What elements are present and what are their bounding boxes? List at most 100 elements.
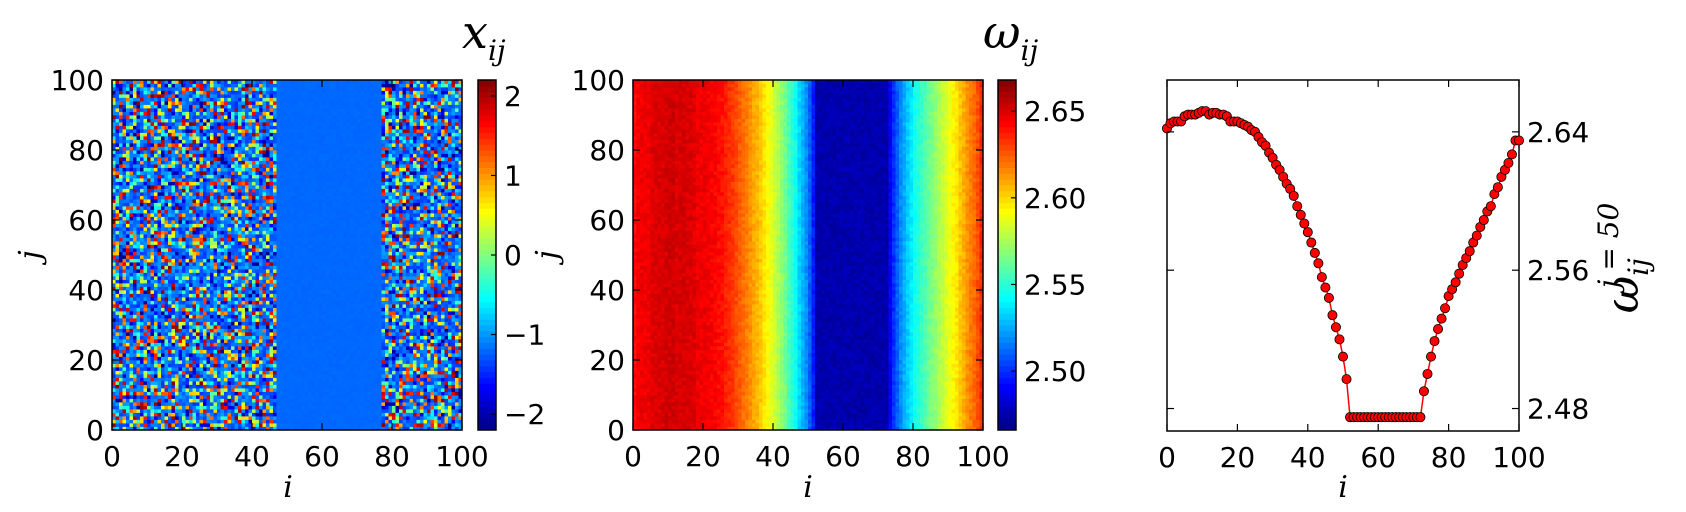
heatmap-cell (126, 297, 130, 301)
heatmap-cell (140, 395, 144, 399)
heatmap-cell (280, 283, 284, 287)
heatmap-cell (150, 297, 155, 301)
heatmap-cell (136, 398, 141, 403)
heatmap-cell (217, 237, 221, 242)
heatmap-cell (129, 115, 134, 119)
heatmap-cell (171, 370, 176, 375)
heatmap-cell (185, 391, 190, 396)
heatmap-cell (133, 314, 137, 319)
heatmap-cell (140, 276, 144, 280)
heatmap-cell (126, 216, 130, 221)
heatmap-cell (178, 167, 183, 172)
heatmap-cell (283, 171, 288, 175)
heatmap-cell (231, 213, 235, 217)
heatmap-cell (161, 136, 165, 140)
heatmap-cell (245, 402, 249, 406)
heatmap-cell (147, 255, 151, 259)
heatmap-cell (119, 83, 123, 88)
heatmap-cell (112, 325, 116, 329)
heatmap-cell (238, 167, 242, 172)
heatmap-cell (178, 227, 183, 231)
heatmap-cell (178, 258, 183, 263)
heatmap-cell (276, 160, 281, 165)
heatmap-cell (185, 339, 190, 343)
heatmap-cell (203, 87, 207, 91)
heatmap-cell (143, 339, 148, 343)
heatmap-cell (266, 136, 270, 140)
heatmap-cell (115, 136, 120, 140)
heatmap-cell (150, 192, 155, 196)
heatmap-cell (269, 314, 274, 319)
heatmap-cell (199, 384, 204, 389)
heatmap-cell (227, 164, 232, 168)
heatmap-cell (150, 125, 155, 130)
heatmap-cell (136, 262, 141, 266)
heatmap-cell (182, 360, 186, 364)
heatmap-cell (154, 216, 158, 221)
heatmap-cell (185, 150, 190, 154)
heatmap-cell (136, 405, 141, 410)
heatmap-cell (115, 94, 120, 98)
heatmap-cell (234, 94, 239, 98)
heatmap-cell (119, 111, 123, 116)
heatmap-cell (199, 272, 204, 277)
heatmap-cell (241, 374, 246, 378)
heatmap-cell (154, 80, 158, 84)
heatmap-cell (266, 325, 270, 329)
heatmap-cell (262, 300, 267, 305)
heatmap-cell (262, 412, 267, 417)
heatmap-cell (192, 146, 197, 151)
heatmap-cell (210, 241, 214, 245)
heatmap-cell (213, 384, 218, 389)
heatmap-cell (189, 314, 193, 319)
heatmap-cell (140, 370, 144, 375)
heatmap-cell (262, 136, 267, 140)
heatmap-cell (150, 185, 155, 189)
heatmap-cell (133, 356, 137, 361)
heatmap-cell (276, 297, 281, 301)
heatmap-cell (196, 83, 200, 88)
heatmap-cell (280, 276, 284, 280)
heatmap-cell (220, 87, 225, 91)
heatmap-cell (203, 335, 207, 340)
heatmap-cell (203, 234, 207, 238)
heatmap-cell (206, 321, 211, 326)
heatmap-cell (147, 423, 151, 427)
heatmap-cell (224, 384, 228, 389)
heatmap-cell (192, 241, 197, 245)
heatmap-cell (217, 290, 221, 294)
heatmap-cell (248, 153, 253, 158)
heatmap-cell (269, 307, 274, 312)
heatmap-cell (241, 300, 246, 305)
x-heatmap-title: xij (462, 5, 506, 67)
heatmap-cell (122, 384, 127, 389)
heatmap-cell (150, 398, 155, 403)
heatmap-cell (112, 199, 116, 203)
heatmap-cell (262, 360, 267, 364)
heatmap-cell (133, 220, 137, 224)
heatmap-cell (245, 370, 249, 375)
heatmap-cell (210, 167, 214, 172)
heatmap-cell (283, 122, 288, 126)
heatmap-cell (276, 178, 281, 182)
heatmap-cell (119, 370, 123, 375)
heatmap-cell (154, 423, 158, 427)
heatmap-cell (234, 153, 239, 158)
heatmap-cell (168, 153, 172, 158)
heatmap-cell (150, 265, 155, 270)
heatmap-cell (262, 220, 267, 224)
heatmap-cell (224, 188, 228, 193)
heatmap-cell (185, 328, 190, 333)
heatmap-cell (266, 125, 270, 130)
heatmap-cell (238, 185, 242, 189)
heatmap-cell (199, 216, 204, 221)
heatmap-cell (175, 188, 179, 193)
heatmap-cell (140, 426, 144, 431)
heatmap-cell (241, 391, 246, 396)
heatmap-cell (122, 398, 127, 403)
heatmap-cell (150, 202, 155, 207)
heatmap-cell (140, 87, 144, 91)
heatmap-cell (203, 349, 207, 354)
heatmap-cell (171, 188, 176, 193)
heatmap-cell (224, 150, 228, 154)
